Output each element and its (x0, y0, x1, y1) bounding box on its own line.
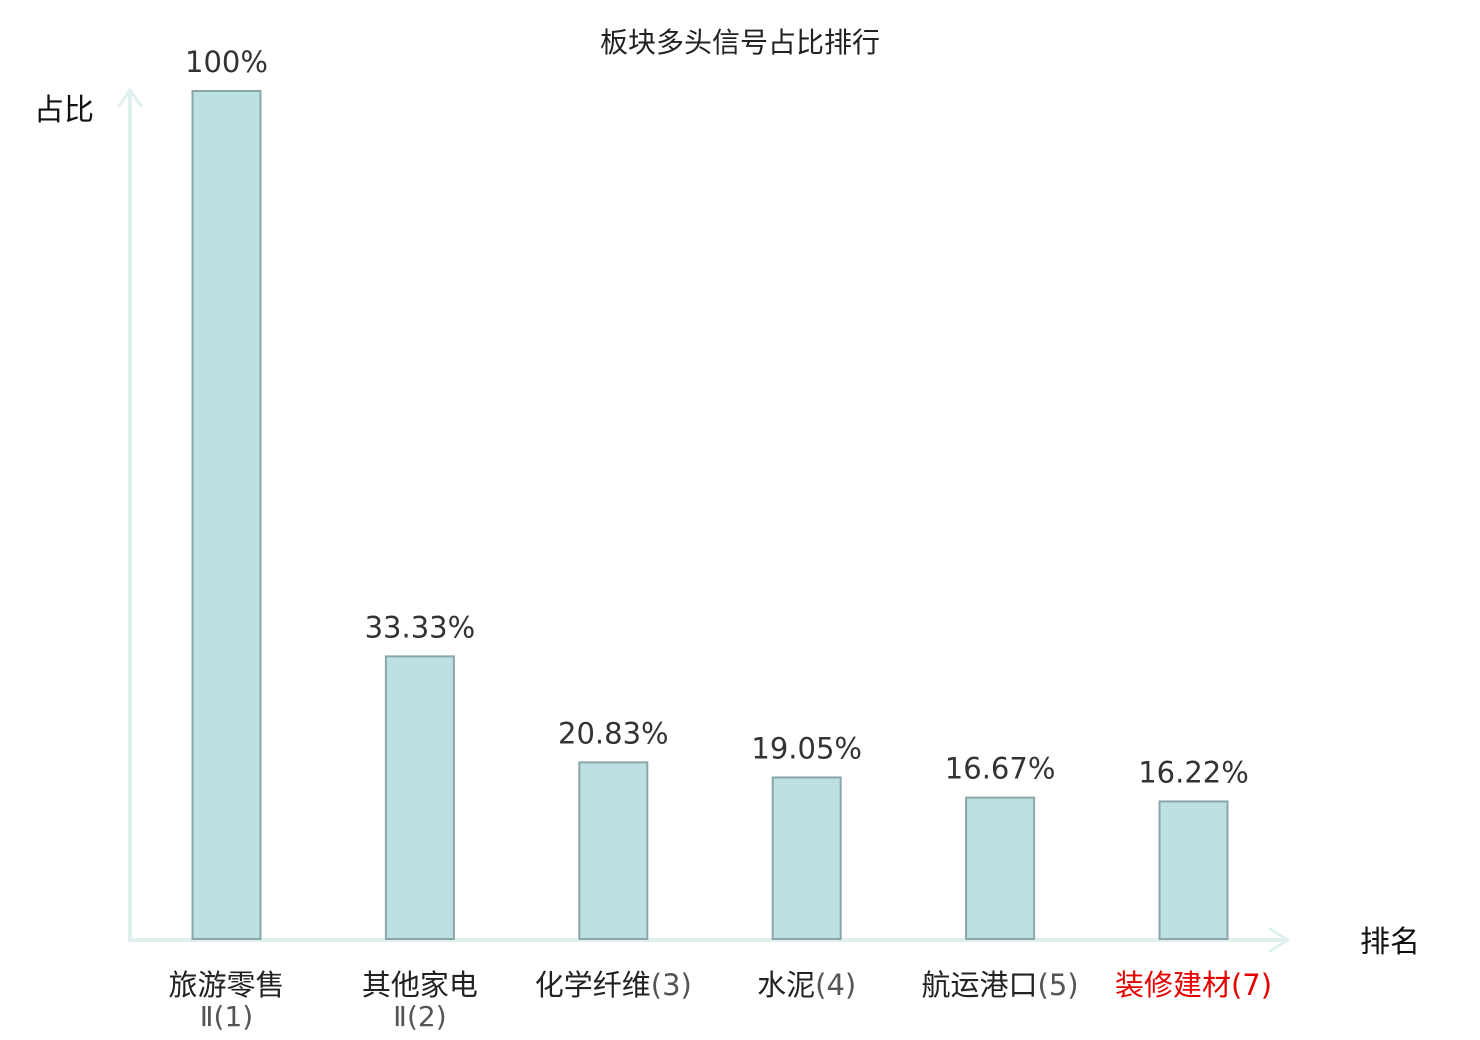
x-tick-label-5: 航运港口(5) (922, 968, 1079, 1002)
x-tick-rank-3: (3) (651, 968, 692, 1002)
bar-6 (1158, 800, 1229, 940)
x-tick-label-2: 其他家电 (362, 968, 478, 1002)
x-tick-name-3: 化学纤维 (535, 968, 651, 1002)
x-axis-label: 排名 (1360, 925, 1420, 960)
bar-value-label-4: 19.05% (751, 731, 862, 765)
x-tick-name-5: 航运港口 (922, 968, 1038, 1002)
bar-2 (384, 655, 455, 940)
x-tick-name-4: 水泥 (757, 968, 815, 1002)
x-tick-rank-5: (5) (1038, 968, 1079, 1002)
bar-value-label-6: 16.22% (1138, 755, 1249, 789)
y-axis-arrow (117, 88, 143, 108)
bar-3 (578, 761, 649, 940)
x-tick-rank-2: Ⅱ(2) (393, 1000, 446, 1033)
bar-5 (965, 796, 1036, 941)
x-tick-rank-4: (4) (815, 968, 856, 1002)
y-axis-label: 占比 (34, 93, 94, 128)
bar-value-label-2: 33.33% (365, 610, 476, 644)
x-tick-rank-6: (7) (1231, 968, 1272, 1002)
x-tick-label-6: 装修建材(7) (1115, 968, 1272, 1002)
x-tick-label-4: 水泥(4) (757, 968, 856, 1002)
bar-value-label-5: 16.67% (945, 752, 1056, 786)
chart-title: 板块多头信号占比排行 (600, 26, 880, 59)
bar-value-label-1: 100% (185, 45, 268, 79)
bar-1 (191, 90, 262, 940)
x-tick-label-1: 旅游零售 (168, 968, 284, 1002)
x-tick-rank-1: Ⅱ(1) (200, 1000, 253, 1033)
chart-axes (117, 88, 1290, 953)
bar-value-label-3: 20.83% (558, 716, 669, 750)
x-axis-arrow (1268, 927, 1290, 953)
x-tick-label-3: 化学纤维(3) (535, 968, 692, 1002)
x-tick-name-6: 装修建材 (1115, 968, 1231, 1002)
bar-4 (771, 776, 842, 940)
